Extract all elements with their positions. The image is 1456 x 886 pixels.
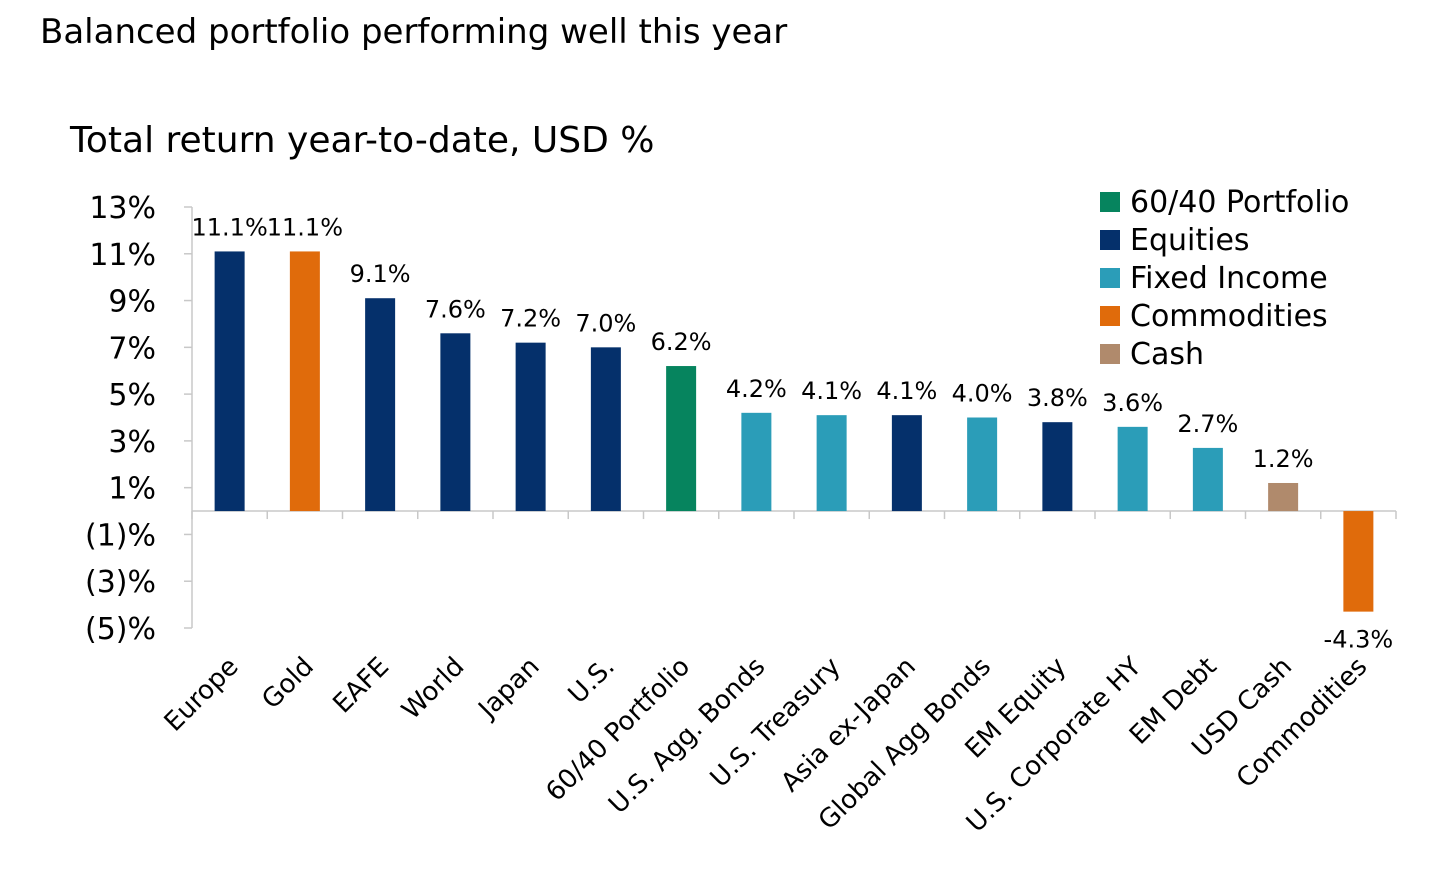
bar [741, 412, 772, 512]
legend-swatch [1100, 306, 1120, 326]
data-label: 3.6% [1102, 389, 1163, 417]
y-tick-label: (1)% [85, 518, 156, 553]
legend-swatch [1100, 344, 1120, 364]
data-label: 2.7% [1177, 410, 1238, 438]
legend-label: Fixed Income [1130, 260, 1328, 296]
bar [214, 251, 245, 512]
y-tick-label: 7% [108, 331, 156, 366]
chart-legend: 60/40 Portfolio Equities Fixed Income Co… [1100, 183, 1349, 373]
bar [515, 342, 546, 512]
chart-title: Total return year-to-date, USD % [70, 120, 655, 161]
category-label: Asia ex-Japan [775, 652, 921, 798]
y-tick-label: (5)% [85, 612, 156, 647]
legend-item-60-40-portfolio: 60/40 Portfolio [1100, 183, 1349, 221]
bar [440, 333, 471, 512]
category-label: U.S. Treasury [705, 652, 847, 794]
category-label: EAFE [327, 652, 395, 720]
legend-item-equities: Equities [1100, 221, 1349, 259]
y-tick-label: 3% [108, 425, 156, 460]
bar [666, 366, 697, 512]
data-label: 4.0% [952, 380, 1013, 408]
legend-item-commodities: Commodities [1100, 297, 1349, 335]
data-label: 7.0% [575, 309, 636, 337]
legend-swatch [1100, 268, 1120, 288]
bar [590, 347, 621, 512]
y-tick-label: 9% [108, 285, 156, 320]
legend-label: Cash [1130, 336, 1204, 372]
category-label: U.S. [563, 652, 621, 710]
data-label: 4.2% [726, 375, 787, 403]
data-label: 11.1% [192, 213, 268, 241]
category-label: Commodities [1231, 652, 1373, 794]
y-tick-label: 1% [108, 472, 156, 507]
data-label: 4.1% [801, 377, 862, 405]
bar [1192, 447, 1223, 512]
legend-item-fixed-income: Fixed Income [1100, 259, 1349, 297]
data-label: 7.6% [425, 295, 486, 323]
page-headline: Balanced portfolio performing well this … [40, 12, 788, 52]
category-label: Japan [472, 652, 546, 726]
bar [1343, 511, 1374, 612]
bar [967, 417, 998, 512]
legend-label: 60/40 Portfolio [1130, 184, 1350, 220]
y-tick-label: (3)% [85, 565, 156, 600]
data-label: 6.2% [651, 328, 712, 356]
category-label: Gold [256, 652, 319, 715]
data-label: -4.3% [1324, 626, 1394, 654]
category-label: World [396, 652, 470, 726]
data-label: 3.8% [1027, 384, 1088, 412]
category-label: Europe [159, 652, 245, 738]
bar [891, 415, 922, 512]
data-label: 9.1% [350, 260, 411, 288]
data-label: 7.2% [500, 305, 561, 333]
bar [816, 415, 847, 512]
bar [365, 298, 396, 512]
legend-label: Commodities [1130, 298, 1328, 334]
data-label: 4.1% [876, 377, 937, 405]
legend-swatch [1100, 192, 1120, 212]
legend-label: Equities [1130, 222, 1250, 258]
bar [1042, 422, 1073, 512]
data-label: 1.2% [1253, 445, 1314, 473]
bar [1268, 482, 1299, 512]
legend-swatch [1100, 230, 1120, 250]
y-tick-label: 13% [89, 191, 156, 226]
legend-item-cash: Cash [1100, 335, 1349, 373]
y-tick-label: 11% [89, 238, 156, 273]
data-label: 11.1% [267, 213, 343, 241]
y-tick-label: 5% [108, 378, 156, 413]
bar [289, 251, 320, 512]
bar [1117, 426, 1148, 512]
